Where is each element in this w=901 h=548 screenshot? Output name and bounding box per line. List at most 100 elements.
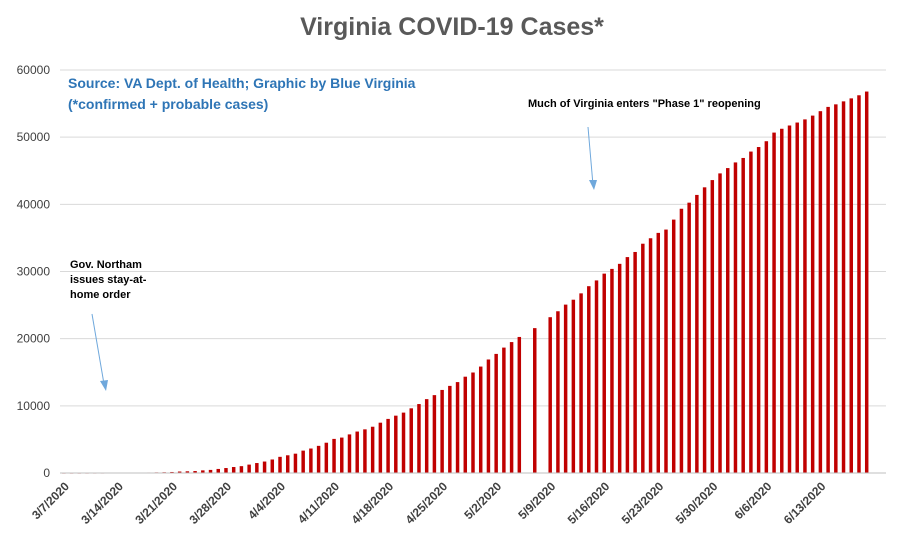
x-tick-label: 4/4/2020 [245, 479, 288, 522]
bars [62, 91, 869, 474]
x-tick-label: 5/2/2020 [461, 479, 504, 522]
x-tick-label: 5/9/2020 [515, 479, 558, 522]
x-tick-label: 3/28/2020 [186, 479, 234, 527]
y-tick-label: 40000 [17, 197, 51, 211]
bar [849, 98, 853, 473]
bar [780, 128, 784, 474]
bar [432, 395, 437, 473]
bar [440, 389, 444, 473]
bar [177, 471, 182, 473]
bar [772, 132, 776, 473]
bar [826, 106, 830, 473]
bar [193, 471, 197, 473]
bar [633, 251, 637, 473]
bar [741, 157, 745, 473]
bar [517, 336, 522, 473]
bar [170, 471, 174, 473]
bar [247, 464, 251, 473]
bar [401, 412, 406, 473]
bar [347, 434, 352, 473]
x-tick-label: 3/7/2020 [29, 479, 72, 522]
x-axis: 3/7/2020 3/14/2020 3/21/2020 3/28/2020 4/4/2… [29, 479, 829, 527]
bar [726, 168, 730, 473]
bar [625, 257, 630, 473]
annotation-stay-home-arrowhead [100, 380, 108, 391]
annotation-phase1-arrowhead [589, 180, 597, 190]
bar [324, 442, 329, 473]
x-tick-label: 4/11/2020 [295, 479, 342, 526]
bar [309, 448, 313, 473]
bar [610, 268, 614, 473]
y-tick-label: 60000 [17, 63, 51, 77]
bar [671, 219, 676, 473]
bar [810, 115, 815, 473]
bar [841, 101, 846, 474]
bar [710, 180, 715, 473]
y-tick-label: 50000 [17, 130, 51, 144]
bar [687, 202, 691, 473]
x-tick-label: 5/23/2020 [619, 479, 667, 527]
bar [363, 429, 367, 473]
bar [278, 456, 282, 473]
source-note: Source: VA Dept. of Health; Graphic by B… [68, 75, 416, 91]
bar [795, 122, 799, 473]
bar [301, 450, 305, 473]
bar [471, 372, 475, 473]
bar [764, 141, 769, 474]
bar [478, 366, 483, 473]
bar [548, 317, 552, 473]
bar [864, 91, 869, 474]
bar [818, 111, 823, 474]
annotation-stay-home-arrow [91, 313, 105, 385]
bar [787, 125, 792, 473]
bar [316, 445, 321, 473]
bar [332, 438, 336, 473]
bar [455, 382, 460, 473]
bar [733, 162, 738, 474]
y-tick-label: 30000 [17, 265, 51, 279]
bar [208, 469, 213, 473]
gridlines [60, 69, 886, 407]
bar [664, 229, 668, 473]
bar [617, 263, 622, 473]
annotation-stay-home-line1: Gov. Northam [70, 259, 142, 271]
bar [641, 243, 645, 473]
bar [378, 422, 383, 473]
bar [803, 119, 807, 474]
bar [587, 286, 591, 473]
annotation-stay-home-line3: home order [70, 289, 131, 301]
source-footnote: (*confirmed + probable cases) [68, 96, 268, 112]
chart-title: Virginia COVID-19 Cases* [300, 13, 604, 41]
bar [293, 453, 298, 473]
bar [417, 404, 421, 473]
bar [216, 468, 220, 473]
bar [448, 385, 452, 473]
bar [231, 467, 236, 473]
bar [424, 399, 429, 473]
bar [579, 293, 583, 473]
bar [486, 359, 491, 473]
bar [262, 461, 267, 473]
bar [679, 208, 684, 473]
bar [409, 408, 413, 473]
bar [370, 426, 375, 473]
y-tick-label: 10000 [17, 399, 51, 413]
bar [255, 463, 259, 473]
bar [533, 328, 537, 473]
x-tick-label: 5/30/2020 [673, 479, 721, 527]
bar [563, 304, 568, 473]
bar [494, 353, 498, 473]
bar [556, 311, 560, 473]
bar [571, 299, 576, 473]
x-tick-label: 5/16/2020 [565, 479, 613, 527]
bar [834, 104, 838, 473]
bar [695, 194, 699, 473]
bar [756, 147, 761, 473]
bar [340, 437, 344, 473]
bar [463, 376, 468, 473]
bar [394, 415, 398, 473]
bar [857, 95, 861, 473]
bar [270, 459, 275, 473]
bar [285, 455, 290, 473]
x-tick-label: 3/14/2020 [78, 479, 126, 527]
